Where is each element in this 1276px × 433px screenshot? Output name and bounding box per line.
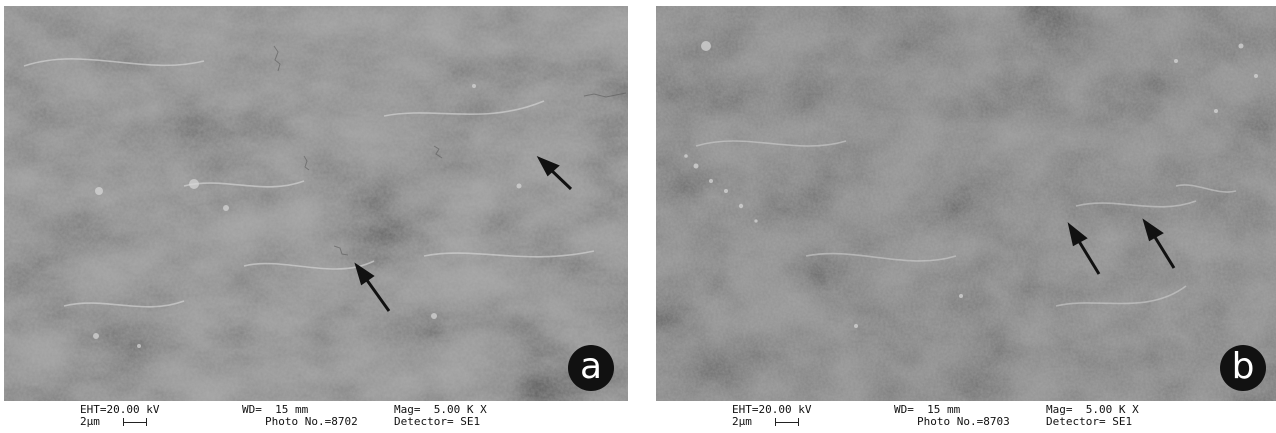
detector-readout: Detector= SE1 bbox=[394, 415, 481, 428]
detector-readout: Detector= SE1 bbox=[1046, 415, 1133, 428]
eht-readout: EHT=20.00 kV bbox=[80, 403, 160, 416]
sem-databar: EHT=20.00 kV 2µm WD= 15 mm Photo No.=870… bbox=[656, 401, 1276, 433]
scale-label: 2µm bbox=[80, 415, 100, 428]
arrow-icon bbox=[1067, 222, 1101, 275]
sem-databar: EHT=20.00 kV 2µm WD= 15 mm Photo No.=870… bbox=[4, 401, 628, 433]
arrow-icon bbox=[536, 156, 573, 191]
panel-label: a bbox=[568, 345, 614, 391]
photo-number: Photo No.=8702 bbox=[265, 415, 358, 428]
panel-label: b bbox=[1220, 345, 1266, 391]
eht-readout: EHT=20.00 kV bbox=[732, 403, 812, 416]
scale-bar bbox=[123, 418, 147, 426]
working-distance-readout: WD= 15 mm bbox=[894, 403, 961, 416]
magnification-readout: Mag= 5.00 K X bbox=[1046, 403, 1139, 416]
arrow-icon bbox=[354, 262, 391, 312]
sem-micrograph-a: a bbox=[4, 6, 628, 401]
scale-bar bbox=[775, 418, 799, 426]
panel-a: a EHT=20.00 kV 2µm WD= 15 mm Photo No.=8… bbox=[4, 6, 628, 433]
sem-micrograph-b: b bbox=[656, 6, 1276, 401]
photo-number: Photo No.=8703 bbox=[917, 415, 1010, 428]
arrow-icon bbox=[1142, 218, 1176, 269]
scale-label: 2µm bbox=[732, 415, 752, 428]
panel-b: b EHT=20.00 kV 2µm WD= 15 mm Photo No.=8… bbox=[656, 6, 1276, 433]
working-distance-readout: WD= 15 mm bbox=[242, 403, 309, 416]
magnification-readout: Mag= 5.00 K X bbox=[394, 403, 487, 416]
